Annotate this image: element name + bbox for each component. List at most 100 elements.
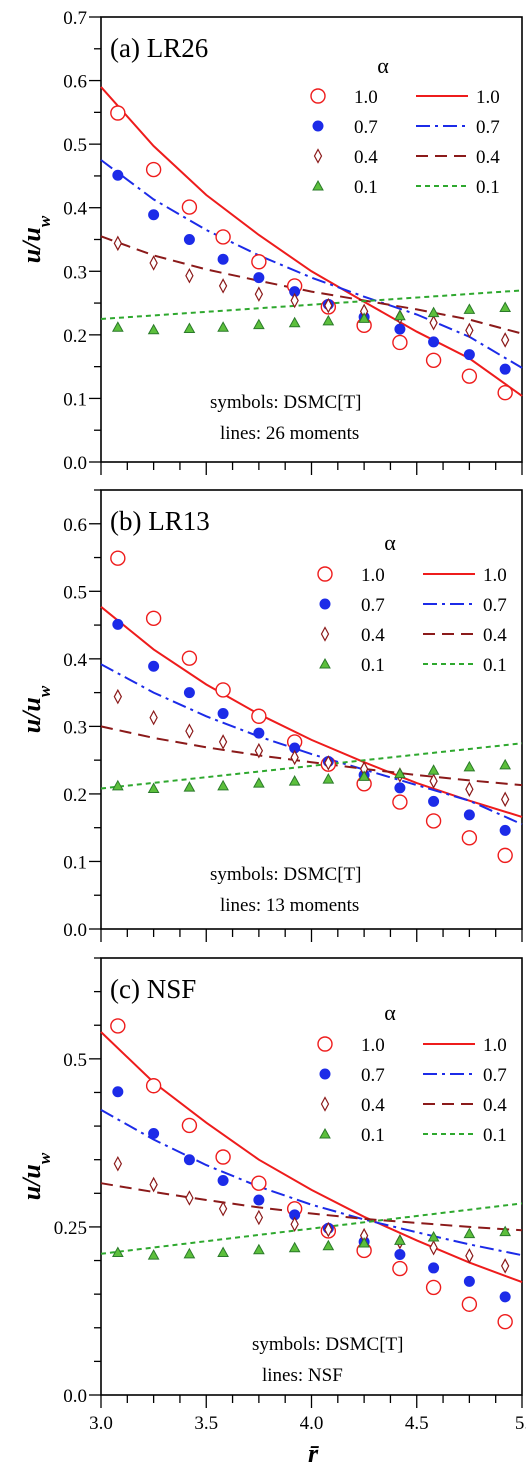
series-line-alpha-10 [100, 86, 523, 397]
data-point-alpha-01 [322, 1239, 335, 1251]
data-point-alpha-01 [253, 1243, 265, 1255]
legend-label-symbol: 1.0 [361, 565, 385, 586]
legend-label-line: 0.7 [483, 595, 507, 616]
data-point-alpha-04 [113, 1155, 123, 1172]
data-point-alpha-04 [254, 742, 264, 759]
data-point-alpha-07 [217, 1175, 229, 1187]
data-point-alpha-01 [427, 764, 440, 775]
data-point-alpha-04 [324, 297, 333, 314]
panel-c: 0.0 0.25 0.5 3.0 3.5 4.0 4.5 5. u/uw (c) NSF α 1.0 1… [17, 957, 526, 1434]
data-point-alpha-01 [183, 1247, 196, 1259]
data-point-alpha-04 [429, 1239, 438, 1256]
data-point-alpha-04 [113, 688, 123, 705]
y-axis-label: u/uw [17, 1152, 54, 1200]
data-point-alpha-01 [427, 306, 440, 318]
data-point-alpha-01 [463, 760, 476, 772]
data-point-alpha-01 [322, 773, 335, 784]
data-point-alpha-10 [145, 610, 162, 627]
legend-label-line: 1.0 [483, 565, 507, 586]
y-tick-label: 0.3 [63, 262, 87, 283]
data-point-alpha-10 [461, 830, 478, 846]
legend-marker-alpha-07 [312, 120, 324, 132]
data-point-alpha-04 [324, 755, 333, 771]
y-tick-label: 0.5 [63, 582, 87, 603]
legend-label-line: 0.4 [483, 625, 507, 646]
x-axis-label: r̄ [308, 1439, 320, 1468]
data-point-alpha-01 [499, 1225, 512, 1237]
panel-b: 0.0 0.1 0.2 0.3 0.4 0.5 0.6 u/uw (b) LR13 α 1.0 1.0… [17, 489, 523, 942]
data-point-alpha-07 [253, 727, 265, 739]
y-tick-label: 0.7 [63, 8, 87, 29]
y-axis-label: u/uw [17, 685, 54, 733]
data-point-alpha-04 [290, 1216, 299, 1232]
data-point-alpha-04 [429, 773, 438, 789]
data-point-alpha-07 [428, 336, 440, 348]
data-point-alpha-07 [253, 272, 265, 284]
legend-label-symbol: 0.4 [361, 625, 385, 646]
data-point-alpha-07 [183, 234, 195, 245]
legend-label-line: 0.4 [483, 1095, 507, 1116]
legend-label-symbol: 1.0 [361, 1035, 385, 1056]
annotation-lines: lines: 13 moments [220, 895, 359, 916]
data-point-alpha-01 [288, 1241, 301, 1253]
panel-title: (a) LR26 [110, 33, 208, 63]
y-tick-label: 0.0 [63, 453, 87, 474]
data-point-alpha-07 [463, 1275, 475, 1287]
y-tick-label: 0.1 [63, 389, 87, 410]
y-tick-label: 0.5 [63, 1050, 87, 1071]
data-point-alpha-04 [218, 734, 228, 750]
series-line-alpha-04 [100, 235, 523, 335]
data-point-alpha-04 [324, 1221, 333, 1238]
legend-marker-alpha-07 [319, 1068, 331, 1080]
series-line-alpha-07 [100, 663, 523, 826]
data-point-alpha-10 [145, 161, 162, 178]
data-point-alpha-07 [148, 660, 160, 672]
data-point-alpha-10 [425, 352, 442, 368]
series-line-alpha-10 [100, 1031, 523, 1284]
data-point-alpha-01 [183, 781, 196, 792]
legend-marker-alpha-10 [317, 566, 333, 582]
x-tick-label: 3.5 [194, 1413, 218, 1434]
data-point-alpha-07 [499, 363, 511, 375]
data-point-alpha-07 [253, 1194, 265, 1206]
legend-label-symbol: 0.7 [354, 117, 378, 138]
data-point-alpha-07 [428, 795, 440, 807]
series-line-alpha-10 [100, 606, 523, 818]
annotation-symbols: symbols: DSMC[T] [252, 1334, 404, 1355]
data-point-alpha-04 [113, 235, 123, 252]
data-point-alpha-07 [463, 349, 475, 361]
data-point-alpha-01 [111, 321, 124, 332]
data-point-alpha-01 [217, 321, 229, 332]
series-line-alpha-01 [100, 742, 523, 790]
data-point-alpha-07 [112, 169, 124, 181]
legend-marker-alpha-01 [319, 657, 331, 669]
data-point-alpha-07 [394, 323, 406, 335]
legend-label-symbol: 0.1 [361, 655, 385, 676]
data-point-alpha-01 [499, 758, 512, 770]
series-line-alpha-04 [100, 725, 523, 787]
y-tick-label: 0.1 [63, 852, 87, 873]
legend-label-symbol: 0.1 [354, 177, 378, 198]
y-tick-label: 0.2 [63, 785, 87, 806]
data-point-alpha-10 [425, 813, 442, 829]
data-point-alpha-10 [215, 229, 231, 245]
data-point-alpha-01 [322, 314, 335, 326]
data-point-alpha-01 [217, 779, 229, 791]
data-point-alpha-04 [149, 1176, 158, 1193]
legend-marker-alpha-01 [319, 1127, 331, 1139]
x-tick-label: 4.0 [300, 1413, 324, 1434]
data-point-alpha-10 [392, 794, 408, 810]
data-point-alpha-01 [358, 312, 370, 323]
data-point-alpha-10 [251, 1175, 267, 1191]
x-tick-label: 4.5 [405, 1413, 429, 1434]
legend-label-symbol: 0.4 [361, 1095, 385, 1116]
data-point-alpha-04 [185, 267, 194, 284]
legend-marker-alpha-04 [320, 1096, 330, 1112]
y-axis-label: u/uw [17, 215, 54, 263]
data-point-alpha-10 [392, 1260, 408, 1277]
data-point-alpha-01 [358, 1237, 370, 1248]
data-point-alpha-07 [183, 687, 195, 699]
data-point-alpha-07 [394, 782, 406, 794]
data-point-alpha-04 [429, 315, 438, 331]
y-tick-label: 0.5 [63, 135, 87, 156]
